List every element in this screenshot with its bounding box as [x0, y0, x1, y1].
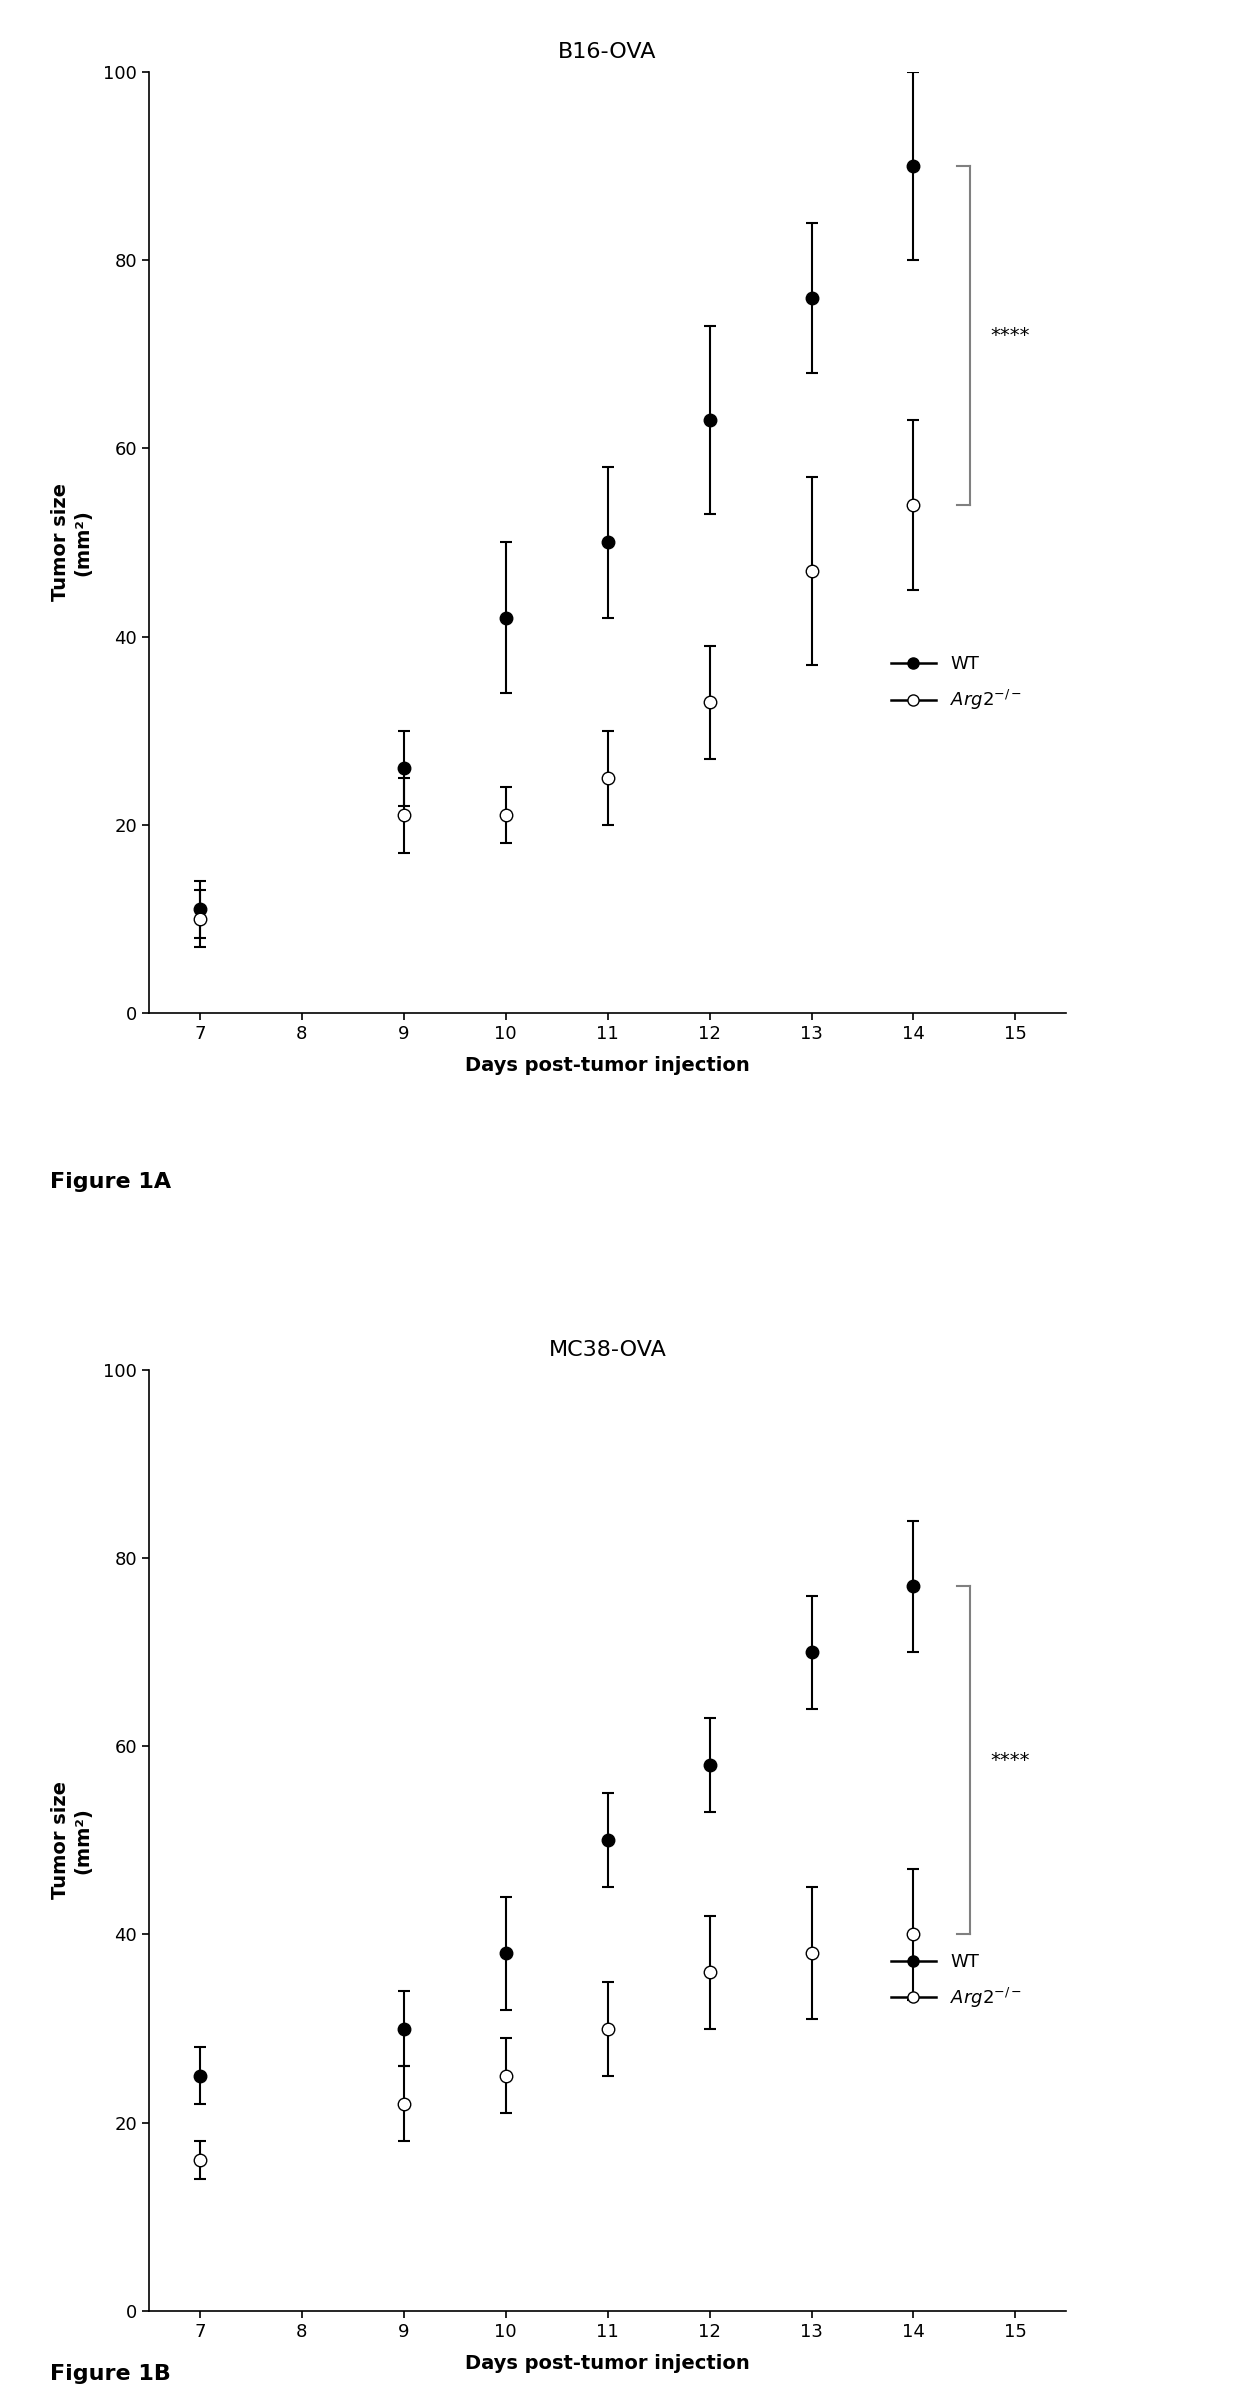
Legend: WT, $Arg2^{-/-}$: WT, $Arg2^{-/-}$ [884, 647, 1030, 720]
X-axis label: Days post-tumor injection: Days post-tumor injection [465, 2354, 750, 2373]
Text: Figure 1A: Figure 1A [50, 1172, 171, 1191]
X-axis label: Days post-tumor injection: Days post-tumor injection [465, 1057, 750, 1076]
Text: ****: **** [990, 325, 1029, 344]
Text: ****: **** [990, 1750, 1029, 1769]
Title: B16-OVA: B16-OVA [558, 43, 657, 63]
Y-axis label: Tumor size
(mm²): Tumor size (mm²) [51, 484, 92, 602]
Text: Figure 1B: Figure 1B [50, 2364, 170, 2383]
Title: MC38-OVA: MC38-OVA [548, 1341, 667, 1360]
Y-axis label: Tumor size
(mm²): Tumor size (mm²) [51, 1781, 92, 1899]
Legend: WT, $Arg2^{-/-}$: WT, $Arg2^{-/-}$ [884, 1945, 1030, 2017]
